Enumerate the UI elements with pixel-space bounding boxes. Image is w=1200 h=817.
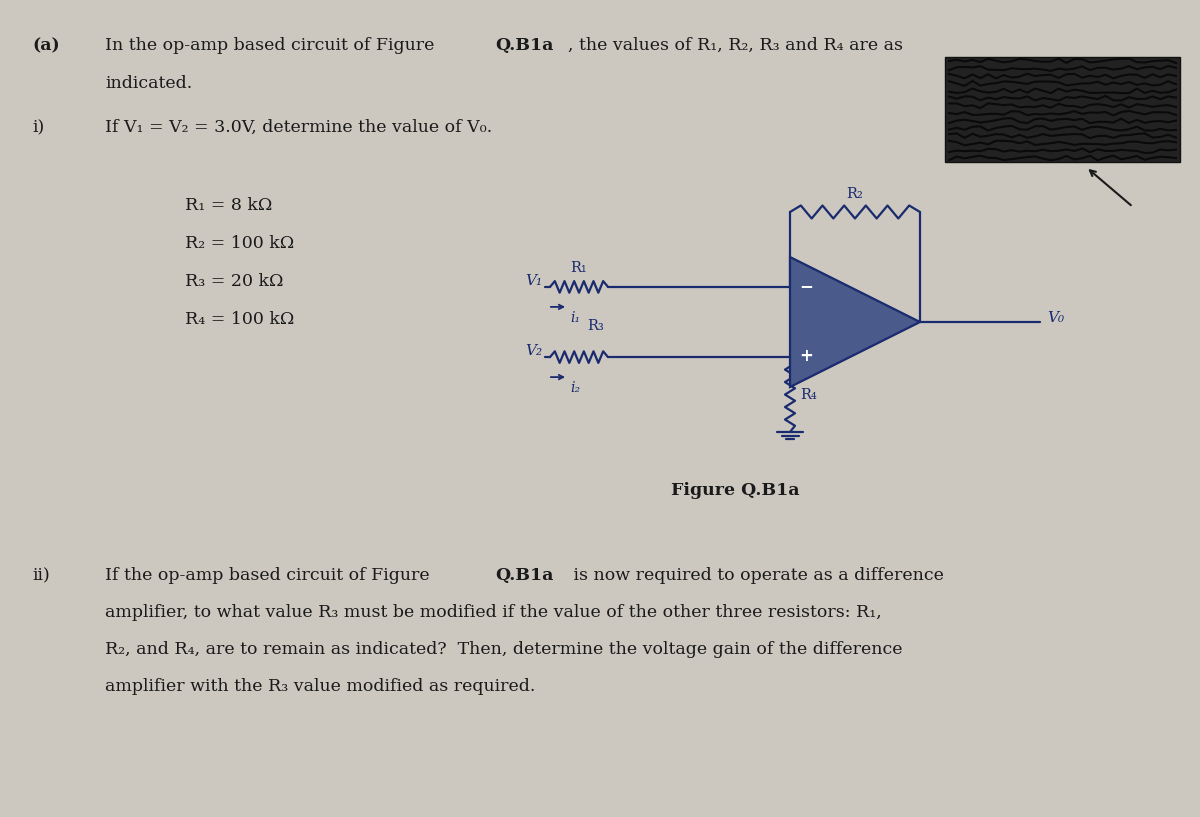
Text: +: + — [799, 347, 812, 365]
Text: i₂: i₂ — [570, 381, 580, 395]
Text: ii): ii) — [32, 567, 49, 584]
Text: R₄: R₄ — [800, 387, 817, 401]
Text: indicated.: indicated. — [106, 75, 192, 92]
Text: R₄ = 100 kΩ: R₄ = 100 kΩ — [185, 311, 294, 328]
Text: Q.B1a: Q.B1a — [496, 567, 553, 584]
Text: is now required to operate as a difference: is now required to operate as a differen… — [568, 567, 944, 584]
Bar — [946, 57, 1180, 162]
Text: If V₁ = V₂ = 3.0V, determine the value of V₀.: If V₁ = V₂ = 3.0V, determine the value o… — [106, 119, 492, 136]
Text: , the values of R₁, R₂, R₃ and R₄ are as: , the values of R₁, R₂, R₃ and R₄ are as — [568, 37, 904, 54]
Text: R₂: R₂ — [847, 187, 863, 201]
Text: R₁: R₁ — [571, 261, 587, 275]
Text: amplifier, to what value R₃ must be modified if the value of the other three res: amplifier, to what value R₃ must be modi… — [106, 604, 882, 621]
Text: In the op-amp based circuit of Figure: In the op-amp based circuit of Figure — [106, 37, 440, 54]
Text: R₂ = 100 kΩ: R₂ = 100 kΩ — [185, 235, 294, 252]
Text: i₁: i₁ — [570, 311, 580, 325]
Text: R₂, and R₄, are to remain as indicated?  Then, determine the voltage gain of the: R₂, and R₄, are to remain as indicated? … — [106, 641, 902, 658]
Text: −: − — [799, 277, 812, 295]
Text: R₁ = 8 kΩ: R₁ = 8 kΩ — [185, 197, 272, 214]
Text: (a): (a) — [32, 37, 60, 54]
Text: i): i) — [32, 119, 44, 136]
Text: V₂: V₂ — [524, 344, 542, 358]
Text: If the op-amp based circuit of Figure: If the op-amp based circuit of Figure — [106, 567, 436, 584]
Text: V₀: V₀ — [1046, 311, 1064, 325]
Text: R₃: R₃ — [587, 319, 604, 333]
Polygon shape — [790, 257, 920, 387]
Text: R₃ = 20 kΩ: R₃ = 20 kΩ — [185, 273, 283, 290]
Text: V₁: V₁ — [524, 274, 542, 288]
Text: Q.B1a: Q.B1a — [496, 37, 553, 54]
Text: Figure Q.B1a: Figure Q.B1a — [671, 482, 799, 499]
Text: amplifier with the R₃ value modified as required.: amplifier with the R₃ value modified as … — [106, 678, 535, 695]
